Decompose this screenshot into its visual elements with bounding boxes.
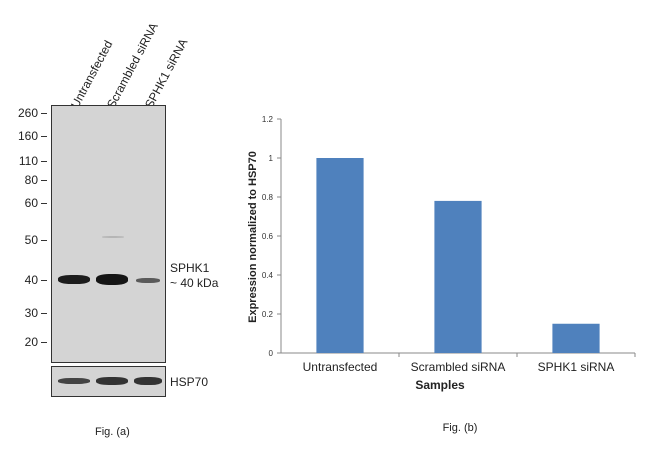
mw-marker-260: 260 [17,106,38,120]
y-tick-label: 0.6 [262,232,274,241]
band-hsp70-untransfected [58,378,90,384]
mw-marker-20: 20 [24,335,38,349]
target-size-label: ~ 40 kDa [170,276,219,290]
y-tick-label: 0.8 [262,193,274,202]
y-tick-label: 1.2 [262,115,274,124]
mw-tick-60 [41,203,47,204]
mw-tick-110 [41,161,47,162]
mw-tick-260 [41,113,47,114]
mw-marker-160: 160 [17,129,38,143]
mw-tick-30 [41,313,47,314]
x-axis-title: Samples [415,378,465,392]
y-axis-title: Expression normalized to HSP70 [247,151,259,323]
figure-a-caption: Fig. (a) [95,426,130,438]
x-tick-label: SPHK1 siRNA [538,360,615,374]
mw-tick-80 [41,180,47,181]
target-protein-label: SPHK1 [170,261,210,275]
blot-membrane-main [51,105,166,363]
band-hsp70-sphk1-sirna [134,377,162,385]
mw-marker-80: 80 [24,173,38,187]
bar [316,158,364,353]
mw-tick-20 [41,342,47,343]
mw-tick-50 [41,240,47,241]
y-tick-label: 1 [269,154,274,163]
band-sphk1-untransfected [58,275,90,284]
bar [434,200,482,353]
band-hsp70-scrambled-sirna [96,377,128,385]
y-tick-label: 0 [269,349,274,358]
bar-chart-panel: Expression normalized to HSP70 Samples F… [235,0,650,467]
figure-b-caption: Fig. (b) [443,422,478,434]
mw-marker-60: 60 [24,196,38,210]
loading-control-label: HSP70 [170,375,209,389]
mw-marker-40: 40 [24,273,38,287]
band-faint-scrambled-50 [102,236,124,238]
mw-tick-160 [41,136,47,137]
mw-marker-110: 110 [18,154,38,168]
mw-marker-30: 30 [24,306,38,320]
mw-tick-40 [41,280,47,281]
y-tick-label: 0.2 [262,310,274,319]
blot-membrane-hsp70 [51,366,166,397]
western-blot-panel: Untransfected Scrambled siRNA SPHK1 siRN… [0,0,235,467]
bar [552,323,600,353]
band-sphk1-sphk1-sirna [136,278,160,283]
y-tick-label: 0.4 [262,271,274,280]
mw-marker-50: 50 [24,233,38,247]
band-sphk1-scrambled-sirna [96,274,128,285]
x-tick-label: Untransfected [303,360,378,374]
bar-chart: Expression normalized to HSP70 Samples F… [247,115,636,434]
x-tick-label: Scrambled siRNA [411,360,506,374]
